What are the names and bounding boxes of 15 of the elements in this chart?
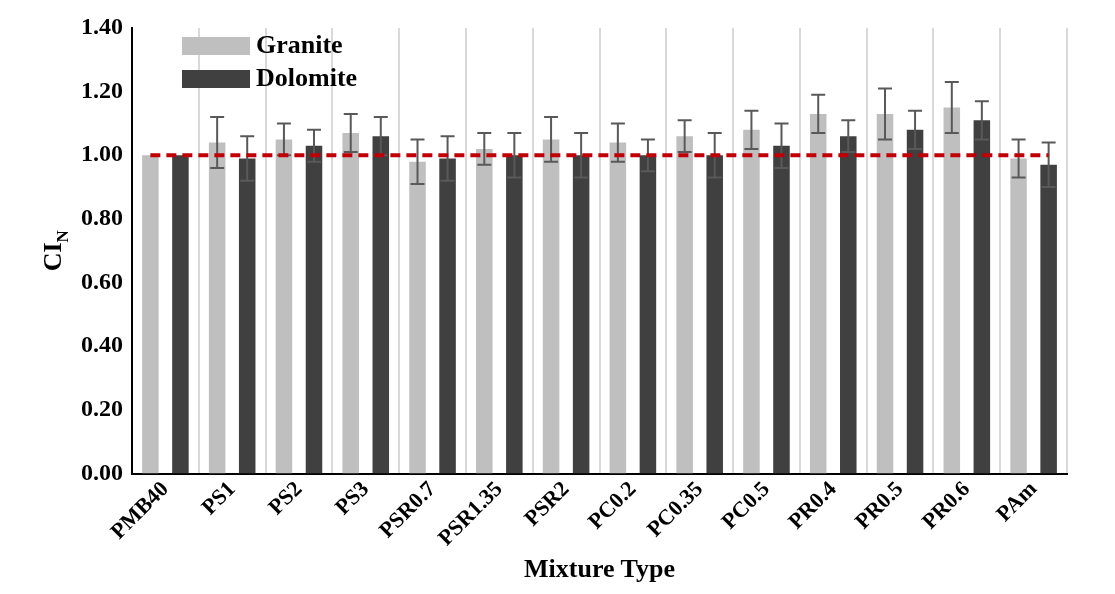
y-tick-label: 0.80: [81, 204, 123, 231]
y-tick-label: 1.40: [81, 13, 123, 40]
y-tick-label: 1.00: [81, 140, 123, 167]
x-tick-label: PS2: [262, 475, 307, 520]
y-tick-label: 1.20: [81, 76, 123, 103]
legend-label: Granite: [256, 29, 343, 59]
y-axis-title: CIN: [38, 229, 72, 272]
x-axis-title: Mixture Type: [524, 554, 675, 584]
y-tick-label: 0.20: [81, 395, 123, 422]
x-tick-label: PS3: [329, 475, 374, 520]
y-tick-label: 0.00: [81, 458, 123, 485]
x-tick-label: PS1: [196, 475, 240, 520]
y-tick-label: 0.40: [81, 331, 123, 358]
y-tick-label: 0.60: [81, 267, 123, 294]
legend-label: Dolomite: [256, 62, 358, 92]
